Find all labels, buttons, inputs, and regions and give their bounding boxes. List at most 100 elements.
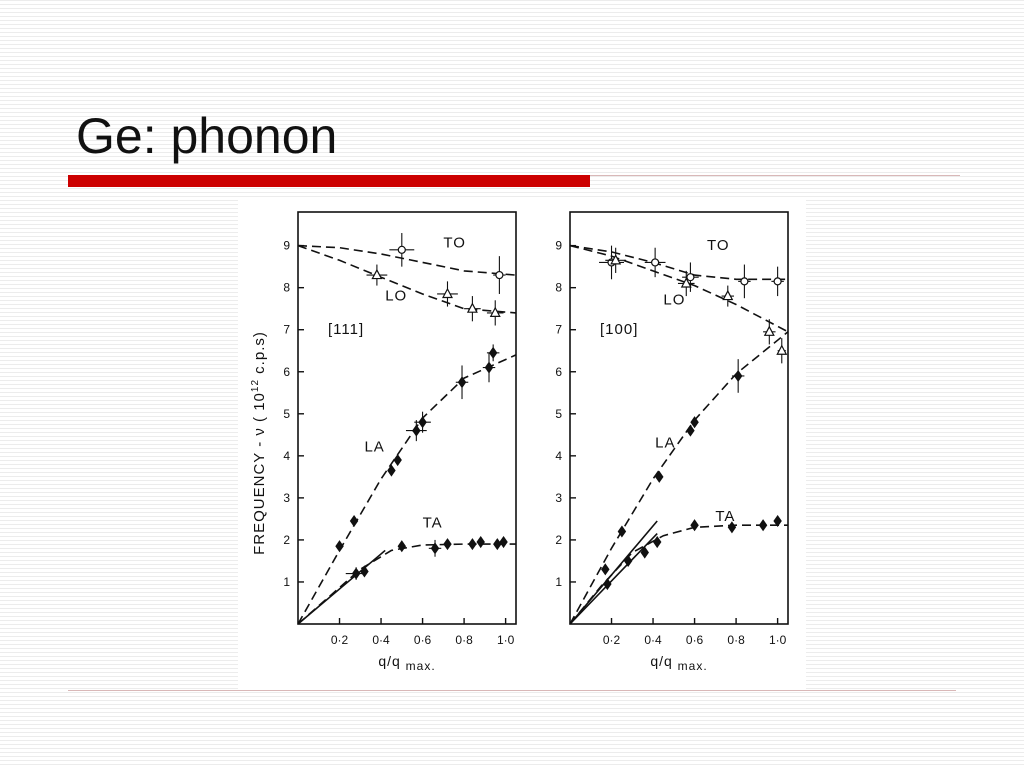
y-axis-label: FREQUENCY - ν ( 1012 c.p.s) (250, 331, 268, 555)
branch-label-ta: TA (715, 508, 735, 525)
data-point-la (488, 346, 498, 359)
branch-curve-to (569, 244, 788, 281)
branch-label-lo: LO (663, 291, 685, 308)
x-tick-label: 1·0 (769, 633, 787, 647)
y-tick-label: 6 (555, 365, 562, 379)
data-point-ta (360, 565, 369, 578)
data-point-lo (610, 254, 622, 265)
data-point-lo (489, 306, 501, 317)
x-tick-label: 0·4 (372, 633, 390, 647)
y-tick-label: 8 (283, 281, 290, 295)
data-point-la (601, 563, 610, 576)
data-point-la (457, 376, 467, 389)
title-rule-line (590, 175, 960, 176)
y-tick-label: 2 (555, 533, 562, 547)
phonon-dispersion-figure: FREQUENCY - ν ( 1012 c.p.s) 1 2 3 4 5 6 7 8 9 0·2… (238, 198, 806, 690)
x-tick-label: 0·6 (686, 633, 704, 647)
data-point-la (690, 416, 699, 429)
y-tick-label: 2 (283, 533, 290, 547)
data-point-ta (690, 519, 699, 532)
data-point-la (335, 540, 344, 553)
x-axis-label: q/q max. (650, 653, 707, 673)
data-point-lo (441, 287, 453, 299)
branch-curve-la (569, 331, 789, 625)
data-point-lo (763, 325, 775, 336)
data-point-la (484, 361, 494, 374)
branch-curve-ta (569, 524, 788, 625)
x-tick-label: 0·2 (331, 633, 349, 647)
data-point-to (397, 245, 406, 254)
branch-label-la: LA (655, 434, 675, 451)
y-tick-label: 1 (555, 575, 562, 589)
branch-label-lo: LO (385, 287, 407, 304)
slide-title: Ge: phonon (76, 108, 338, 164)
branch-label-to: TO (707, 237, 730, 254)
elastic-slope-line (569, 533, 658, 625)
y-tick-label: 4 (555, 449, 562, 463)
branch-curve-ta (297, 543, 516, 625)
data-point-la (733, 369, 743, 383)
y-tick-label: 5 (555, 407, 562, 421)
branch-label-la: LA (364, 439, 384, 456)
data-point-la (412, 424, 421, 437)
data-point-to (773, 277, 782, 286)
data-point-ta (623, 554, 633, 567)
direction-label: [111] (328, 321, 364, 338)
data-point-ta (468, 538, 477, 551)
data-point-to (651, 258, 660, 267)
direction-label: [100] (600, 321, 638, 338)
footer-rule-line (68, 690, 956, 691)
x-tick-label: 1·0 (497, 633, 515, 647)
data-point-lo (680, 277, 692, 288)
data-point-la (655, 470, 664, 483)
data-point-lo (722, 289, 734, 301)
x-tick-label: 0·8 (727, 633, 745, 647)
data-point-ta (603, 578, 612, 591)
data-point-ta (351, 567, 361, 580)
branch-label-to: TO (443, 235, 466, 252)
data-point-la (349, 514, 359, 528)
y-tick-label: 8 (555, 281, 562, 295)
y-tick-label: 9 (283, 239, 290, 253)
data-point-ta (397, 540, 407, 553)
data-point-lo (776, 344, 788, 355)
x-tick-label: 0·6 (414, 633, 432, 647)
data-point-ta (640, 546, 649, 559)
data-point-la (617, 525, 627, 538)
data-point-la (387, 464, 396, 477)
y-tick-label: 6 (283, 365, 290, 379)
y-tick-label: 5 (283, 407, 290, 421)
data-point-to (740, 277, 749, 286)
y-tick-label: 4 (283, 449, 290, 463)
x-tick-label: 0·4 (644, 633, 662, 647)
branch-label-ta: TA (423, 514, 443, 531)
data-point-ta (493, 538, 502, 551)
x-tick-label: 0·2 (603, 633, 621, 647)
panel-1: 1 2 3 4 5 6 7 8 9 0·2 0·4 0·6 0·8 1·0 q/q max. [100] TO L… (555, 211, 789, 673)
y-tick-label: 7 (283, 323, 290, 337)
data-point-ta (773, 514, 782, 528)
y-tick-label: 3 (555, 491, 562, 505)
y-tick-label: 1 (283, 575, 290, 589)
data-point-ta (727, 521, 737, 534)
data-point-ta (476, 535, 485, 549)
x-axis-label: q/q max. (378, 653, 435, 673)
title-accent-bar (68, 175, 590, 187)
data-point-lo (466, 302, 478, 313)
panel-frame (297, 211, 517, 625)
data-point-ta (499, 535, 508, 549)
data-point-ta (430, 542, 440, 555)
panel-frame (569, 211, 789, 625)
data-point-to (495, 270, 504, 280)
branch-curve-la (297, 354, 517, 625)
data-point-to (686, 273, 695, 282)
data-point-la (686, 424, 695, 437)
data-point-ta (652, 535, 662, 549)
data-point-la (418, 416, 427, 429)
y-tick-label: 3 (283, 491, 290, 505)
data-point-la (393, 453, 402, 467)
y-tick-label: 9 (555, 239, 562, 253)
x-tick-label: 0·8 (455, 633, 473, 647)
data-point-lo (371, 268, 383, 280)
phonon-dispersion-chart: FREQUENCY - ν ( 1012 c.p.s) 1 2 3 4 5 6 7 8 9 0·2… (250, 211, 789, 673)
